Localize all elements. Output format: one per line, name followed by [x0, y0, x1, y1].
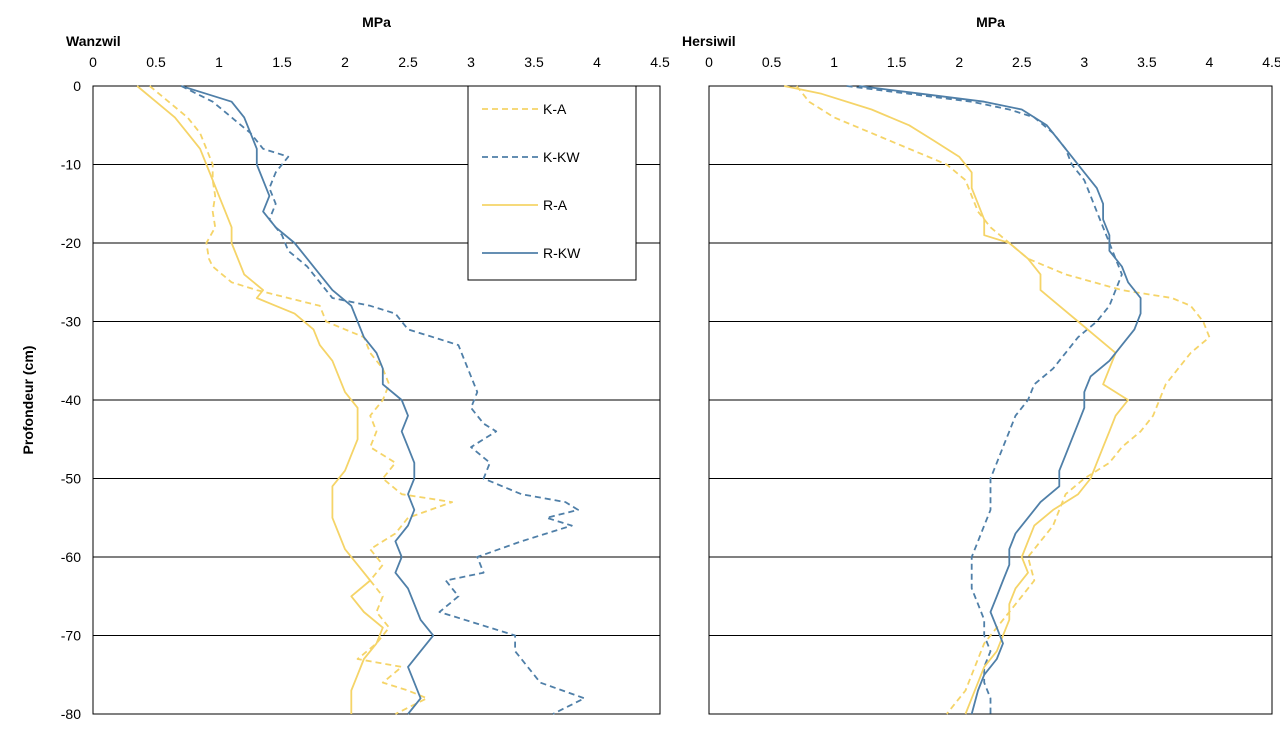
panel-title: Wanzwil — [66, 33, 121, 49]
y-tick-label: -20 — [61, 235, 81, 251]
x-tick-label: 1 — [215, 54, 223, 70]
x-tick-label: 0 — [89, 54, 97, 70]
x-tick-label: 2 — [955, 54, 963, 70]
x-tick-label: 0 — [705, 54, 713, 70]
chart-panel-2: 0 0.5 1 1.5 2 2.5 3 3.5 4 4.5 Hersiwil MPa — [682, 14, 1280, 715]
y-tick-label: -50 — [61, 471, 81, 487]
legend-label-r-kw: R-KW — [543, 245, 581, 261]
x-tick-label: 4 — [1206, 54, 1214, 70]
x-tick-label: 0.5 — [146, 54, 166, 70]
x-tick-label: 3.5 — [524, 54, 544, 70]
x-tick-label: 2.5 — [398, 54, 418, 70]
plot-area-frame — [708, 85, 1273, 715]
y-tick-label: -10 — [61, 157, 81, 173]
x-tick-label: 1.5 — [887, 54, 907, 70]
legend-box — [467, 85, 637, 281]
y-axis-label: Profondeur (cm) — [20, 346, 36, 455]
plot-area-frame — [92, 85, 661, 715]
y-tick-label: 0 — [73, 78, 81, 94]
x-tick-label: 1.5 — [272, 54, 292, 70]
chart-panel-1: 0 0.5 1 1.5 2 2.5 3 3.5 4 4.5 0 -10 -20 -30 -40 -50 -60 -… — [61, 14, 670, 722]
x-tick-label: 3 — [467, 54, 475, 70]
series-line-r-kw — [858, 85, 1142, 715]
x-tick-label: 2.5 — [1012, 54, 1032, 70]
series-line-r-a — [783, 85, 1129, 715]
x-axis-label: MPa — [362, 14, 391, 30]
y-tick-label: -40 — [61, 392, 81, 408]
series-line-k-a — [795, 85, 1211, 715]
series-line-k-kw — [846, 85, 1123, 714]
series-line-k-a — [149, 85, 454, 715]
x-tick-label: 4.5 — [1262, 54, 1280, 70]
y-tick-label: -60 — [61, 549, 81, 565]
x-axis-label: MPa — [976, 14, 1005, 30]
x-tick-label: 0.5 — [762, 54, 782, 70]
series-line-r-kw — [180, 85, 435, 715]
x-tick-label: 4 — [593, 54, 601, 70]
x-tick-label: 4.5 — [650, 54, 670, 70]
legend-label-k-a: K-A — [543, 101, 567, 117]
legend: K-A K-KW R-A R-KW — [467, 85, 637, 281]
y-tick-label: -70 — [61, 628, 81, 644]
series-line-r-a — [136, 85, 384, 714]
panel-title: Hersiwil — [682, 33, 736, 49]
y-tick-label: -80 — [61, 706, 81, 722]
x-tick-label: 2 — [341, 54, 349, 70]
legend-label-k-kw: K-KW — [543, 149, 580, 165]
x-tick-label: 1 — [830, 54, 838, 70]
x-tick-label: 3 — [1080, 54, 1088, 70]
y-tick-label: -30 — [61, 314, 81, 330]
legend-label-r-a: R-A — [543, 197, 568, 213]
x-tick-label: 3.5 — [1137, 54, 1157, 70]
